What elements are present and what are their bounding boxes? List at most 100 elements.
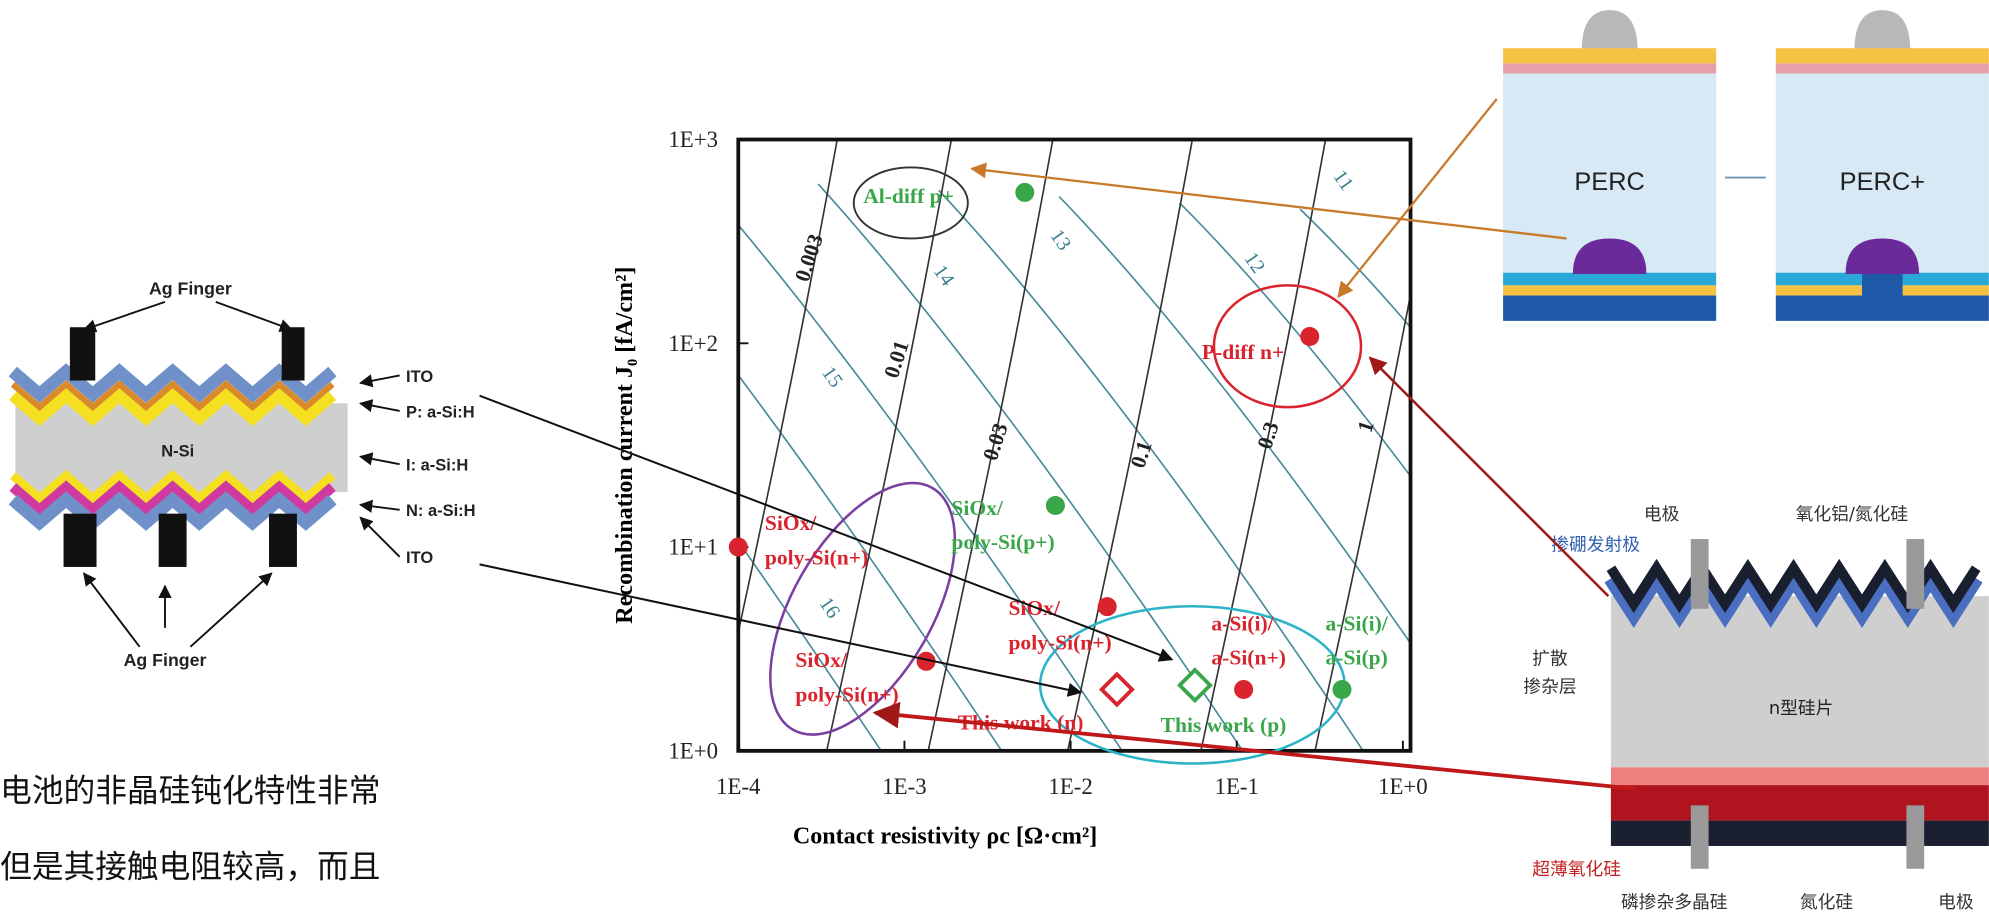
data-point — [1102, 674, 1132, 704]
contour-label: 0.3 — [1253, 419, 1284, 452]
pointer — [360, 457, 399, 465]
perc-diagram: PERC PERC+ — [1503, 10, 1989, 321]
layer — [1776, 63, 1989, 73]
contact — [1862, 273, 1903, 298]
caption: 但是其接触电阻较高，而且 — [0, 850, 380, 886]
label: 掺杂层 — [1523, 677, 1576, 698]
layer — [1503, 285, 1716, 295]
pointer — [360, 403, 399, 411]
point-label: a-Si(n+) — [1211, 646, 1286, 670]
front-contact — [1854, 10, 1910, 51]
layer — [1611, 785, 1989, 821]
arrow — [480, 564, 1081, 692]
point-label: a-Si(i)/ — [1326, 611, 1389, 635]
contour-label: 16 — [815, 593, 845, 622]
point-label: poly-Si(n+) — [765, 545, 868, 569]
label: n型硅片 — [1769, 698, 1834, 719]
data-point — [729, 538, 748, 557]
contour-label: 11 — [1329, 166, 1358, 195]
contour-label: 15 — [817, 362, 847, 391]
contour-label: 0.1 — [1126, 438, 1157, 471]
finger — [64, 514, 97, 567]
x-tick-label: 1E-1 — [1215, 774, 1259, 799]
y-tick-label: 1E+3 — [668, 127, 718, 152]
y-tick-label: 1E+0 — [668, 738, 718, 763]
caption: 电池的非晶硅钝化特性非常 — [0, 774, 380, 810]
x-tick-label: 1E+0 — [1378, 774, 1428, 799]
arrow — [1370, 358, 1608, 596]
label: ITO — [406, 368, 433, 386]
electrode — [1906, 805, 1924, 868]
pointer — [84, 573, 140, 647]
pointer — [84, 302, 165, 330]
contour-label: 1 — [1353, 418, 1379, 436]
pointer — [360, 505, 399, 510]
pointer — [360, 517, 399, 556]
cell-label: PERC — [1574, 168, 1644, 196]
label: Ag Finger — [149, 278, 232, 298]
data-point — [1046, 496, 1065, 515]
point-label: a-Si(p) — [1326, 646, 1388, 670]
point-label: P-diff n+ — [1202, 340, 1284, 364]
label: 超薄氧化硅 — [1532, 859, 1621, 880]
point-label: Al-diff p+ — [863, 184, 954, 208]
electrode — [1691, 805, 1709, 868]
x-axis-label: Contact resistivity ρc [Ω·cm²] — [793, 823, 1097, 849]
label: 磷掺杂多晶硅 — [1621, 892, 1728, 913]
y-axis-label: Recombination current J₀ [fA/cm²] — [612, 267, 638, 624]
wafer — [1611, 596, 1989, 767]
label: P: a-Si:H — [406, 403, 475, 421]
efficiency-contour — [818, 184, 1249, 761]
y-tick-label: 1E+2 — [668, 331, 718, 356]
front-contact — [1582, 10, 1638, 51]
x-tick-label: 1E-4 — [716, 774, 761, 799]
electrode — [1691, 539, 1709, 609]
y-tick-label: 1E+1 — [668, 535, 718, 560]
layer — [1776, 296, 1989, 321]
hjt-diagram: Ag Finger N-Si Ag Finger ITO P: a-Si:H I: a-S… — [13, 278, 476, 670]
cell-label: PERC+ — [1840, 168, 1925, 196]
electrode — [1906, 539, 1924, 609]
data-point — [1015, 183, 1034, 202]
finger — [282, 327, 305, 380]
data-point — [1332, 680, 1351, 699]
label: 氮化硅 — [1800, 892, 1854, 913]
x-tick-label: 1E-3 — [882, 774, 926, 799]
contour-label: 0.03 — [978, 420, 1013, 463]
label: 电极 — [1644, 504, 1680, 525]
layer — [1503, 48, 1716, 63]
layer — [1503, 63, 1716, 73]
arrow — [1338, 99, 1497, 297]
data-point — [1300, 327, 1319, 346]
contour-label: 13 — [1045, 225, 1075, 254]
pointer — [360, 375, 399, 383]
efficiency-contour — [698, 178, 1129, 761]
efficiency-contour — [1059, 197, 1490, 761]
pointer — [216, 302, 292, 330]
finger — [70, 327, 95, 380]
x-tick-label: 1E-2 — [1048, 774, 1092, 799]
label: ITO — [406, 549, 433, 567]
point-label: poly-Si(n+) — [1008, 630, 1111, 654]
layer — [1776, 48, 1989, 63]
data-point — [1234, 680, 1253, 699]
data-point — [1098, 597, 1117, 616]
contour-label: 0.01 — [879, 338, 913, 381]
label: N: a-Si:H — [406, 502, 476, 520]
layer — [1503, 296, 1716, 321]
contour-label: 0.003 — [790, 231, 828, 285]
contour-label: 14 — [929, 261, 959, 290]
arrows — [480, 99, 1637, 789]
efficiency-contour — [577, 171, 1008, 761]
layer — [1503, 273, 1716, 286]
page: Ag Finger N-Si Ag Finger ITO P: a-Si:H I: a-S… — [0, 0, 1989, 917]
label: Ag Finger — [124, 650, 207, 670]
point-label: poly-Si(p+) — [951, 530, 1054, 554]
label: N-Si — [161, 443, 194, 461]
finger — [159, 514, 187, 567]
point-label: a-Si(i)/ — [1211, 611, 1274, 635]
contour-label: 12 — [1240, 248, 1270, 277]
layer — [1611, 767, 1989, 785]
label: I: a-Si:H — [406, 457, 468, 475]
point-label: SiOx/ — [951, 496, 1004, 520]
